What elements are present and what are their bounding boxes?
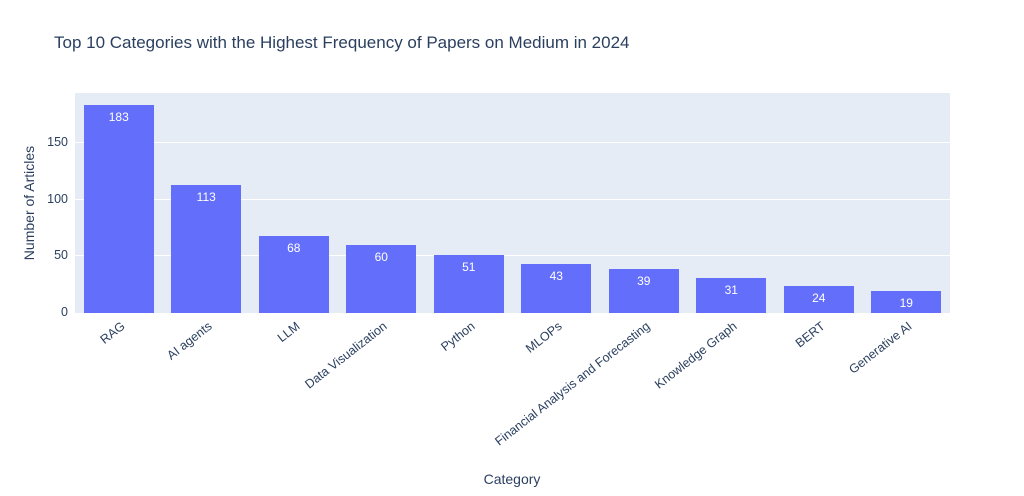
bar[interactable]: 31 bbox=[696, 277, 767, 313]
y-tick-label: 0 bbox=[61, 305, 68, 319]
y-tick-label: 150 bbox=[47, 134, 68, 149]
bar[interactable]: 43 bbox=[521, 264, 592, 313]
x-tick-label: Financial Analysis and Forecasting bbox=[492, 319, 653, 449]
bar[interactable]: 60 bbox=[346, 244, 417, 313]
bar[interactable]: 39 bbox=[608, 268, 679, 313]
bar[interactable]: 183 bbox=[83, 105, 154, 313]
plot-area[interactable]: 183 113 68 60 51 43 39 31 24 19 bbox=[75, 93, 950, 313]
x-axis-title: Category bbox=[483, 471, 541, 487]
bar-value-label: 51 bbox=[462, 260, 476, 275]
x-tick-label: MLOPs bbox=[523, 319, 565, 356]
y-tick-label: 50 bbox=[54, 248, 68, 263]
x-tick-label: Data Visualization bbox=[302, 319, 390, 392]
bar[interactable]: 51 bbox=[433, 255, 504, 313]
y-gridline bbox=[75, 141, 950, 143]
y-gridline bbox=[75, 255, 950, 257]
x-tick-label: Python bbox=[438, 319, 478, 354]
bar-value-label: 60 bbox=[374, 249, 388, 264]
bar[interactable]: 24 bbox=[783, 285, 854, 313]
bar-value-label: 39 bbox=[637, 273, 651, 288]
x-tick-label: RAG bbox=[97, 319, 128, 347]
bar-value-label: 19 bbox=[899, 296, 913, 311]
bar[interactable]: 19 bbox=[871, 291, 942, 313]
y-gridline bbox=[75, 198, 950, 200]
x-tick-label: AI agents bbox=[164, 319, 215, 363]
bar-value-label: 113 bbox=[196, 189, 216, 204]
chart-title: Top 10 Categories with the Highest Frequ… bbox=[54, 33, 630, 52]
x-tick-label: BERT bbox=[792, 319, 828, 351]
x-tick-label: LLM bbox=[274, 319, 303, 346]
bar-value-label: 68 bbox=[287, 240, 301, 255]
x-tick-label: Knowledge Graph bbox=[652, 319, 740, 392]
y-tick-label: 100 bbox=[47, 191, 68, 206]
bar[interactable]: 68 bbox=[258, 235, 329, 313]
bar-value-label: 31 bbox=[724, 282, 738, 297]
x-tick-label: Generative AI bbox=[846, 319, 915, 377]
bar[interactable]: 113 bbox=[171, 184, 242, 313]
bar-value-label: 43 bbox=[549, 269, 563, 284]
bar-value-label: 183 bbox=[108, 110, 129, 125]
bar-value-label: 24 bbox=[812, 290, 826, 305]
